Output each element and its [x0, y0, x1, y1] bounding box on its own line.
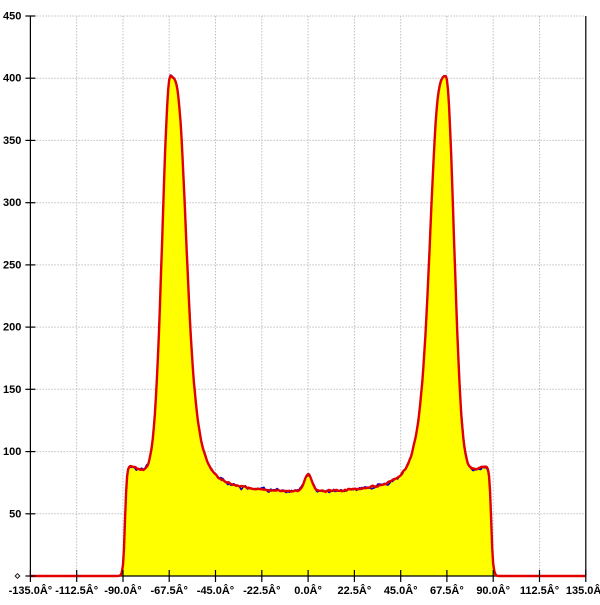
svg-text:45.0Â°: 45.0Â° — [384, 584, 418, 597]
svg-text:-67.5Â°: -67.5Â° — [150, 584, 187, 597]
svg-text:-90.0Â°: -90.0Â° — [104, 584, 141, 597]
svg-text:400: 400 — [3, 73, 21, 85]
svg-text:67.5Â°: 67.5Â° — [430, 584, 464, 597]
svg-text:350: 350 — [3, 135, 21, 147]
svg-text:50: 50 — [9, 508, 21, 520]
svg-text:450: 450 — [3, 11, 21, 23]
svg-text:150: 150 — [3, 384, 21, 396]
svg-text:135.0Â°: 135.0Â° — [566, 584, 600, 597]
svg-text:22.5Â°: 22.5Â° — [338, 584, 372, 597]
svg-text:0.0Â°: 0.0Â° — [294, 584, 322, 597]
svg-text:112.5Â°: 112.5Â° — [520, 584, 559, 597]
svg-text:-22.5Â°: -22.5Â° — [243, 584, 280, 597]
svg-text:-112.5Â°: -112.5Â° — [55, 584, 98, 597]
svg-text:90.0Â°: 90.0Â° — [476, 584, 510, 597]
svg-text:200: 200 — [3, 322, 21, 334]
svg-text:100: 100 — [3, 446, 21, 458]
svg-text:250: 250 — [3, 259, 21, 271]
svg-text:-135.0Â°: -135.0Â° — [9, 584, 53, 597]
svg-text:300: 300 — [3, 197, 21, 209]
svg-text:-45.0Â°: -45.0Â° — [197, 584, 234, 597]
